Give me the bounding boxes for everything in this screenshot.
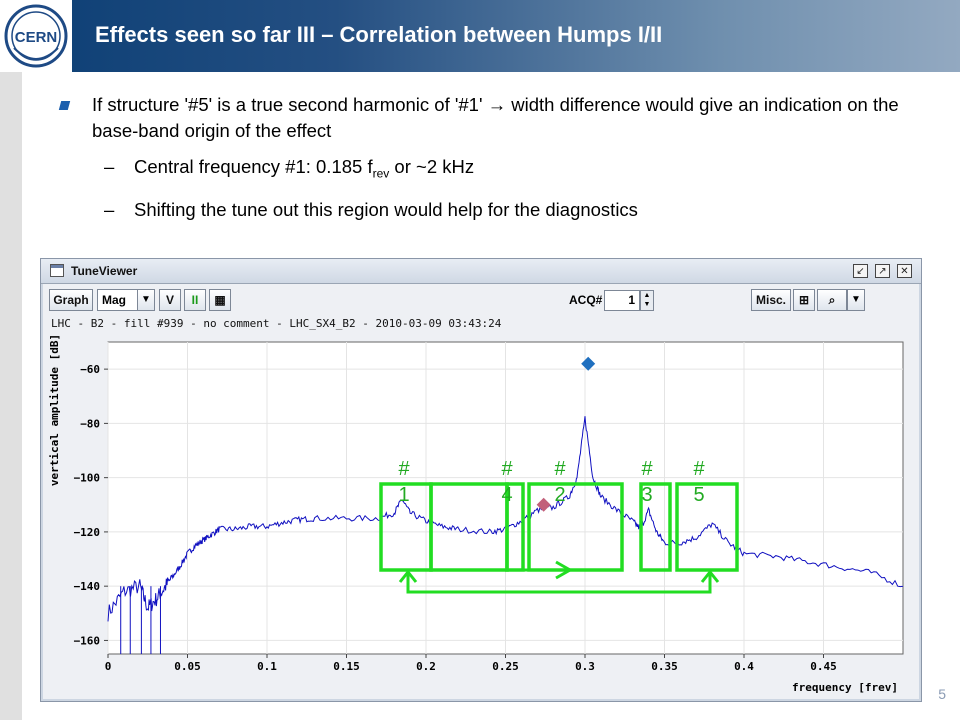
hump-label-number: 1: [398, 484, 409, 506]
close-icon[interactable]: ✕: [897, 264, 912, 278]
x-tick-label: 0.05: [174, 660, 201, 673]
x-tick-label: 0.2: [416, 660, 436, 673]
slide-left-band: [0, 0, 22, 720]
window-title: TuneViewer: [71, 264, 138, 278]
zoom-dropdown-icon[interactable]: ▼: [847, 289, 865, 311]
y-tick-label: −100: [74, 472, 101, 485]
x-tick-labels: 0 0.05 0.1 0.15 0.2 0.25 0.3 0.35 0.4 0.45: [105, 660, 837, 673]
window-toolbar: Graph Mag ▼ V II ▦ ACQ# 1 ▲ ▼ Misc. ⊞ ⌕ ▼: [41, 284, 921, 314]
hump-box: [527, 482, 624, 572]
bullet-list: If structure '#5' is a true second harmo…: [58, 92, 940, 223]
x-tick-label: 0.45: [810, 660, 837, 673]
hump-label-hash: #: [641, 458, 653, 480]
x-tick-label: 0.1: [257, 660, 277, 673]
hump-label-hash: #: [501, 458, 513, 480]
sub2-text: Shifting the tune out this region would …: [134, 198, 638, 220]
spectrum-series-line: [107, 416, 904, 622]
sub1-text: Central frequency #1: 0.185 f: [134, 156, 373, 177]
hump-label-hash: #: [554, 458, 566, 480]
peak-marker-diamond: [536, 497, 551, 512]
maximize-icon[interactable]: ↗: [875, 264, 890, 278]
bullet-main-text: If structure '#5' is a true second harmo…: [92, 94, 899, 141]
sub1-text-end: or ~2 kHz: [389, 156, 475, 177]
window-app-icon: [50, 264, 64, 277]
cern-logo-icon: CERN: [4, 4, 68, 68]
x-tick-label: 0.4: [734, 660, 754, 673]
y-tick-label: −140: [74, 580, 101, 593]
zoom-fit-icon[interactable]: ⊞: [793, 289, 815, 311]
x-tick-label: 0.15: [333, 660, 360, 673]
magnifier-icon[interactable]: ⌕: [817, 289, 847, 311]
y-tick-label: −120: [74, 526, 101, 539]
dash-marker: –: [104, 156, 115, 177]
page-number: 5: [938, 686, 946, 702]
slide-header: CERN Effects seen so far III – Correlati…: [0, 0, 960, 72]
hump-annotations: #1 #4 #2 #3 #5: [379, 458, 739, 594]
y-tick-label: −160: [74, 634, 101, 647]
hump-label-number: 4: [501, 484, 512, 506]
y-axis-label: vertical amplitude [dB]: [48, 334, 61, 486]
bracket-1-to-5: [406, 574, 712, 594]
acq-spinner-icon[interactable]: ▲ ▼: [640, 290, 654, 311]
peak-markers: [120, 356, 596, 654]
v-toggle-button[interactable]: V: [159, 289, 181, 311]
sub-bullet-central-frequency: – Central frequency #1: 0.185 frev or ~2…: [60, 154, 940, 187]
acq-number-field[interactable]: 1: [604, 290, 640, 311]
cern-logo: CERN: [0, 0, 72, 72]
x-tick-label: 0.3: [575, 660, 595, 673]
y-tick-label: −60: [80, 363, 100, 376]
hump-label-number: 5: [693, 484, 704, 506]
hump-box: [675, 482, 739, 572]
peak-marker-diamond: [581, 356, 596, 371]
svg-text:CERN: CERN: [15, 29, 58, 46]
x-axis-label: frequency [frev]: [792, 681, 898, 694]
mag-dropdown-icon[interactable]: ▼: [137, 289, 155, 311]
hump-label-hash: #: [693, 458, 705, 480]
graph-button[interactable]: Graph: [49, 289, 93, 311]
pause-button[interactable]: II: [184, 289, 206, 311]
hump-label-number: 3: [641, 484, 652, 506]
grid-table-icon[interactable]: ▦: [209, 289, 231, 311]
minimize-icon[interactable]: ↙: [853, 264, 868, 278]
x-tick-label: 0: [105, 660, 112, 673]
window-titlebar[interactable]: TuneViewer ↙ ↗ ✕: [41, 259, 921, 284]
arrowhead: [555, 560, 574, 580]
x-tick-label: 0.25: [492, 660, 519, 673]
dash-marker: –: [104, 198, 115, 220]
acq-label: ACQ#: [569, 293, 603, 307]
arrowhead: [700, 569, 720, 583]
hump-label-hash: #: [398, 458, 410, 480]
x-tick-label: 0.35: [651, 660, 678, 673]
hump-label-number: 2: [554, 484, 565, 506]
y-tick-label: −80: [80, 417, 100, 430]
acquisition-info: LHC - B2 - fill #939 - no comment - LHC_…: [51, 317, 502, 330]
sub-bullet-shifting-tune: – Shifting the tune out this region woul…: [60, 197, 940, 223]
arrowhead: [398, 569, 418, 583]
sub1-subscript: rev: [372, 166, 390, 181]
misc-button[interactable]: Misc.: [751, 289, 791, 311]
y-tick-labels: −60 −80 −100 −120 −140 −160: [74, 363, 101, 647]
slide-title: Effects seen so far III – Correlation be…: [95, 22, 663, 47]
bullet-main: If structure '#5' is a true second harmo…: [58, 92, 940, 144]
hump-box: [639, 482, 672, 572]
